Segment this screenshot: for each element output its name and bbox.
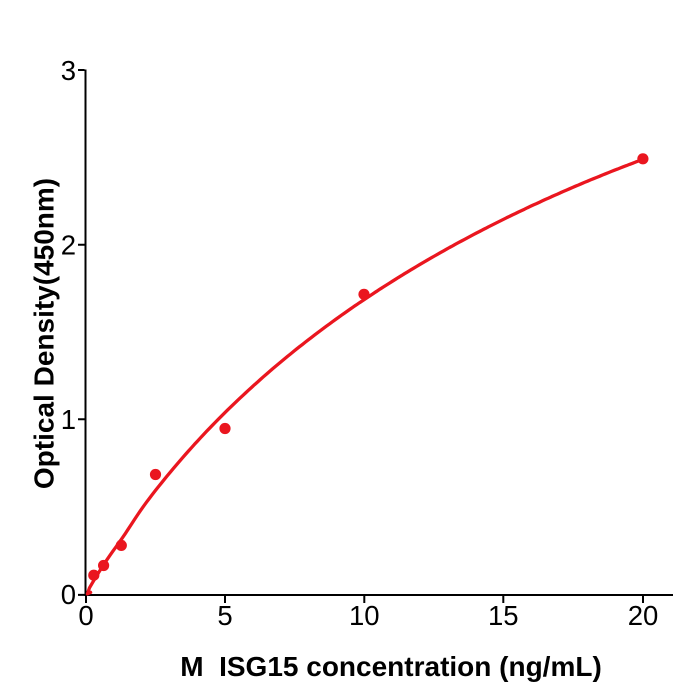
svg-text:0: 0: [78, 600, 93, 631]
svg-text:20: 20: [628, 600, 659, 631]
svg-text:1: 1: [61, 404, 76, 435]
svg-text:5: 5: [217, 600, 232, 631]
svg-text:10: 10: [349, 600, 380, 631]
svg-text:2: 2: [61, 230, 76, 261]
svg-text:M ISG15 concentration (ng/mL): M ISG15 concentration (ng/mL): [180, 651, 602, 682]
svg-text:0: 0: [61, 579, 76, 610]
svg-text:15: 15: [488, 600, 519, 631]
svg-text:3: 3: [61, 55, 76, 86]
svg-text:Optical Density(450nm): Optical Density(450nm): [29, 178, 60, 489]
